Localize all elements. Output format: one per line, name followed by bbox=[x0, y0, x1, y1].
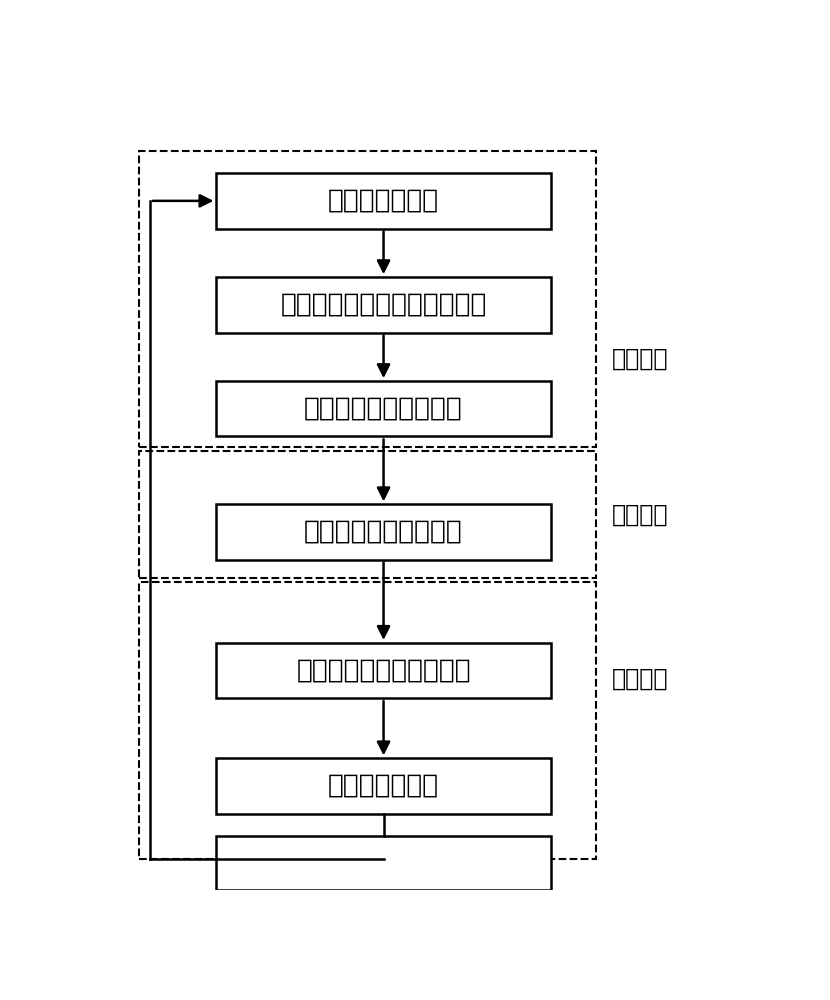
Text: 信息交互: 信息交互 bbox=[612, 346, 668, 370]
Bar bbox=[139, 451, 596, 578]
Text: 管理系统计算等待时间: 管理系统计算等待时间 bbox=[304, 519, 463, 545]
Text: 车辆驶离交叉口: 车辆驶离交叉口 bbox=[328, 773, 439, 799]
Text: 车辆驶入交叉口: 车辆驶入交叉口 bbox=[328, 188, 439, 214]
Text: 车辆子系统接受转向指令: 车辆子系统接受转向指令 bbox=[296, 658, 471, 684]
Bar bbox=[217, 381, 551, 436]
Bar bbox=[217, 643, 551, 698]
Text: 路侧系统获取交叉口动态信息: 路侧系统获取交叉口动态信息 bbox=[281, 292, 486, 318]
Text: 路径诱导: 路径诱导 bbox=[612, 667, 668, 691]
Bar bbox=[217, 504, 551, 560]
Text: 车辆子系统定位并识别: 车辆子系统定位并识别 bbox=[304, 396, 463, 422]
Bar bbox=[217, 758, 551, 814]
Bar bbox=[139, 151, 596, 447]
Bar bbox=[217, 173, 551, 229]
Text: 信息处理: 信息处理 bbox=[612, 503, 668, 527]
Bar bbox=[217, 836, 551, 890]
Bar bbox=[139, 582, 596, 859]
Bar bbox=[217, 277, 551, 333]
